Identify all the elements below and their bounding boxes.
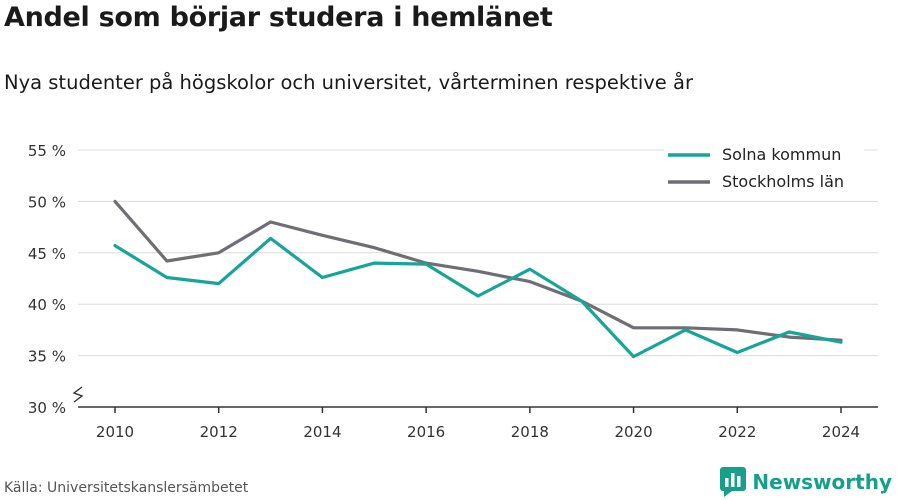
legend-label: Stockholms län (722, 172, 844, 191)
legend: Solna kommun Stockholms län (664, 140, 864, 200)
series-lines (113, 199, 843, 359)
legend-box (664, 140, 864, 200)
series-line-stockholms-län (113, 199, 843, 342)
x-tick-label: 2014 (303, 423, 341, 441)
chart-title: Andel som börjar studera i hemlänet (4, 2, 553, 33)
x-tick-label: 2022 (718, 423, 756, 441)
x-tick-label: 2016 (407, 423, 445, 441)
x-tick-label: 2020 (614, 423, 652, 441)
x-tick-label: 2012 (200, 423, 238, 441)
newsworthy-logo-icon (720, 467, 747, 497)
chart-subtitle: Nya studenter på högskolor och universit… (4, 71, 693, 94)
source-note: Källa: Universitetskanslersämbetet (4, 480, 249, 496)
x-tick-label: 2018 (511, 423, 549, 441)
y-tick-label: 55 % (28, 142, 66, 160)
y-axis-ticks: 30 % 35 % 40 % 45 % 50 % 55 % (28, 142, 84, 417)
y-tick-label: 35 % (28, 348, 66, 366)
x-tick-label: 2010 (96, 423, 134, 441)
y-tick-label: 45 % (28, 245, 66, 263)
brand-name: Newsworthy (752, 470, 892, 494)
x-tick-label: 2024 (822, 423, 860, 441)
y-tick-label: 50 % (28, 193, 66, 211)
series-line-solna-kommun (113, 236, 843, 359)
axis-break-icon (72, 386, 84, 403)
y-tick-label: 40 % (28, 296, 66, 314)
x-axis: 2010 2012 2014 2016 2018 2020 2022 2024 (78, 406, 878, 441)
brand-logo: Newsworthy (720, 467, 892, 497)
line-chart: 30 %35 %40 %45 %50 %55 % 2010 2012 2014 201… (28, 140, 878, 441)
grid-lines (78, 149, 878, 357)
legend-label: Solna kommun (722, 145, 841, 164)
y-tick-label: 30 % (28, 399, 66, 417)
